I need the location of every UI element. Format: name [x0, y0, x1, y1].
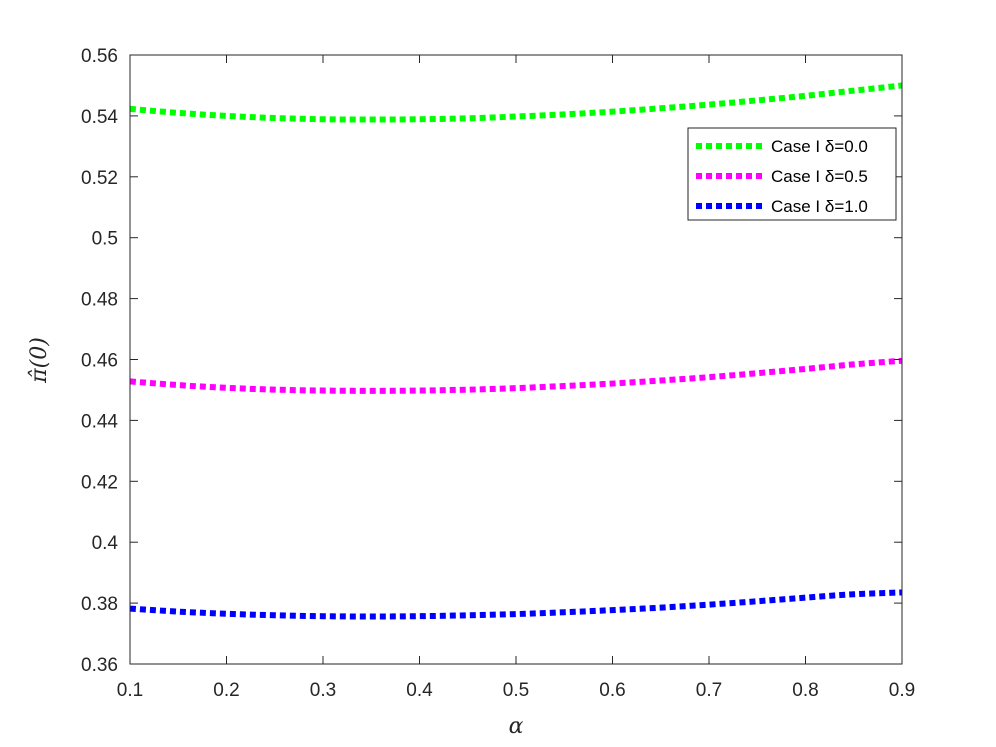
y-tick-label: 0.36: [81, 655, 118, 676]
x-tick-label: 0.7: [696, 680, 722, 701]
x-tick-label: 0.3: [310, 680, 336, 701]
y-tick-label: 0.5: [92, 229, 118, 250]
y-tick-label: 0.48: [81, 290, 118, 311]
y-tick-label: 0.54: [81, 107, 118, 128]
x-tick-label: 0.5: [503, 680, 529, 701]
x-axis-label: α: [509, 714, 524, 739]
series-line-1: [129, 82, 903, 123]
y-tick-label: 0.44: [81, 411, 118, 432]
series-line-3: [129, 589, 903, 620]
y-tick-label: 0.46: [81, 351, 118, 372]
legend-box: [687, 127, 897, 221]
legend: Case I δ=0.0 Case I δ=0.5 Case I δ=1.0: [687, 127, 897, 221]
series-layer: [129, 82, 903, 620]
legend-label-3: Case I δ=1.0: [771, 197, 868, 216]
y-tick-label: 0.38: [81, 594, 118, 615]
legend-label-2: Case I δ=0.5: [771, 167, 868, 186]
x-tick-label: 0.6: [599, 680, 625, 701]
y-tick-label: 0.56: [81, 46, 118, 67]
y-tick-label: 0.4: [92, 533, 119, 554]
y-axis-label: π̂(0): [27, 337, 52, 384]
x-tick-label: 0.9: [889, 680, 915, 701]
legend-label-1: Case I δ=0.0: [771, 137, 868, 156]
x-tick-label: 0.2: [213, 680, 239, 701]
y-tick-label: 0.42: [81, 472, 118, 493]
x-tick-label: 0.8: [792, 680, 818, 701]
y-tick-label: 0.52: [81, 168, 118, 189]
x-tick-label: 0.1: [117, 680, 143, 701]
ticks-layer: 0.1 0.2 0.3 0.4 0.5 0.6 0.7 0.8 0.9 0.36 0.38 0.4 0.…: [81, 46, 915, 701]
x-tick-label: 0.4: [406, 680, 433, 701]
series-line-2: [129, 357, 903, 394]
